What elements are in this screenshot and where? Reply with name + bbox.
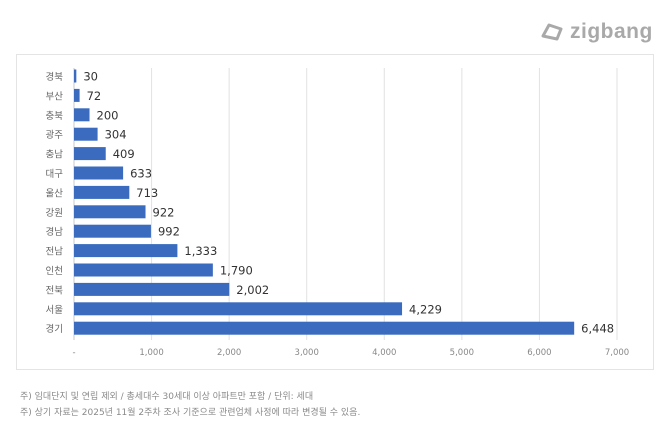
footnote-1: 주) 임대단지 및 연립 제외 / 총세대수 30세대 이상 아파트만 포함 /…: [20, 392, 314, 402]
bar: [74, 88, 80, 102]
bar: [74, 224, 151, 238]
x-tick-label: 7,000: [605, 348, 629, 358]
x-tick-label: 6,000: [527, 348, 551, 358]
bar: [74, 321, 575, 335]
data-label: 1,790: [220, 264, 253, 278]
category-label: 전북: [46, 285, 64, 296]
category-label: 대구: [46, 169, 64, 180]
zigbang-logo-icon: [541, 23, 563, 41]
x-tick-label: 5,000: [450, 348, 474, 358]
category-label: 서울: [46, 305, 64, 316]
bar: [74, 185, 130, 199]
data-label: 72: [87, 89, 102, 103]
x-tick-label: 2,000: [217, 348, 241, 358]
chart-frame: [16, 54, 654, 370]
data-label: 6,448: [581, 322, 614, 336]
category-label: 강원: [46, 208, 63, 219]
category-label: 전남: [46, 247, 64, 258]
category-label: 충남: [46, 150, 64, 161]
bar: [74, 282, 230, 296]
bar: [74, 108, 90, 122]
category-label: 경북: [46, 71, 64, 83]
category-label: 경남: [46, 226, 64, 238]
bar: [74, 147, 106, 161]
bar: [74, 69, 77, 83]
data-label: 304: [105, 128, 127, 142]
data-label: 409: [113, 147, 135, 161]
bar: [74, 263, 213, 277]
category-label: 인천: [46, 266, 63, 277]
footnote-2: 주) 상기 자료는 2025년 11월 2주차 조사 기준으로 관련업체 사정에…: [20, 408, 361, 418]
data-label: 922: [153, 205, 175, 219]
zigbang-logo: zigbang: [540, 20, 653, 44]
data-label: 200: [97, 108, 119, 122]
data-label: 1,333: [184, 244, 217, 258]
data-label: 992: [158, 225, 180, 239]
bar: [74, 166, 124, 180]
category-label: 부산: [46, 91, 64, 102]
x-tick-label: 3,000: [295, 348, 319, 358]
category-label: 울산: [46, 188, 64, 199]
bar: [74, 302, 403, 316]
category-label: 광주: [46, 129, 64, 141]
data-label: 2,002: [236, 283, 269, 297]
data-label: 4,229: [409, 302, 442, 316]
bar: [74, 127, 98, 141]
data-label: 30: [83, 70, 98, 84]
logo-text: zigbang: [570, 20, 653, 43]
category-label: 경기: [46, 323, 63, 335]
category-label: 충북: [46, 111, 64, 122]
bar: [74, 205, 146, 219]
data-label: 713: [136, 186, 158, 200]
bar: [74, 244, 178, 258]
x-tick-label: 4,000: [372, 348, 396, 358]
x-tick-label: 1,000: [139, 348, 163, 358]
data-label: 633: [130, 167, 152, 181]
x-tick-label: -: [72, 348, 75, 358]
